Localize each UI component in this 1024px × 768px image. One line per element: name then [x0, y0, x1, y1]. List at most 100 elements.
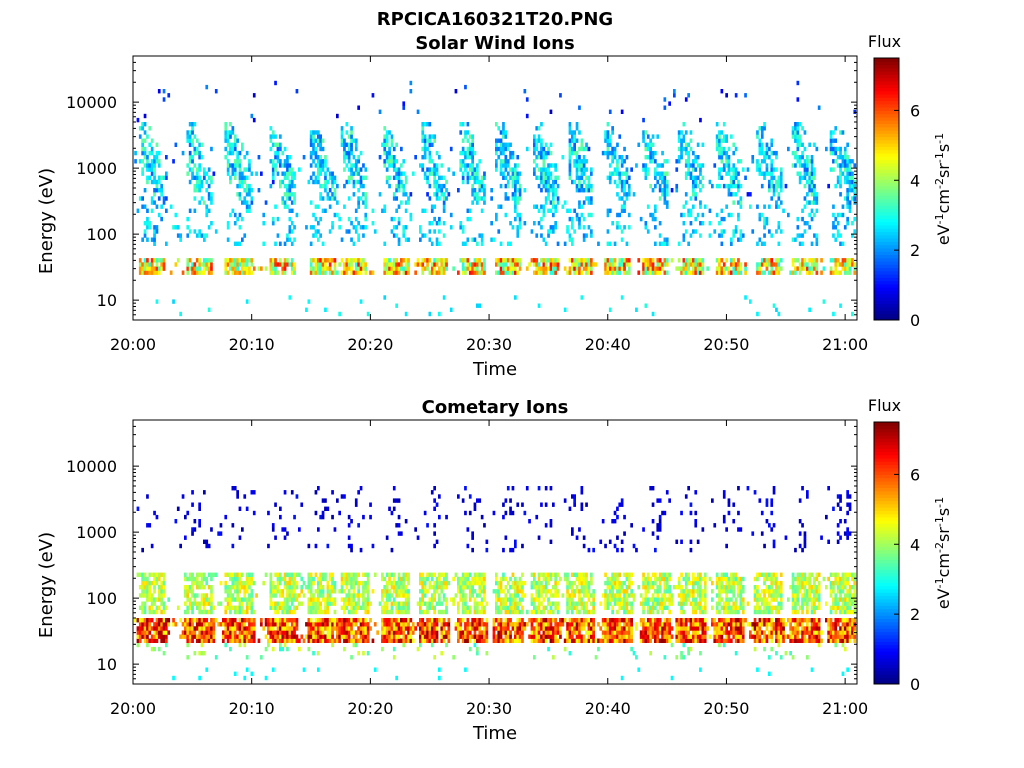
- spectrogram-cell: [340, 585, 344, 590]
- spectrogram-cell: [343, 576, 346, 582]
- spectrogram-cell: [495, 163, 498, 168]
- spectrogram-cell: [359, 167, 363, 172]
- spectrogram-cell: [198, 155, 201, 160]
- spectrogram-cell: [575, 163, 579, 168]
- spectrogram-cell: [381, 589, 384, 594]
- spectrogram-cell: [549, 183, 553, 189]
- spectrogram-cell: [350, 134, 353, 139]
- spectrogram-cell: [362, 585, 365, 590]
- spectrogram-cell: [326, 179, 330, 185]
- spectrogram-cell: [461, 580, 465, 586]
- spectrogram-cell: [497, 626, 501, 631]
- spectrogram-cell: [471, 531, 474, 536]
- spectrogram-cell: [794, 270, 797, 275]
- spectrogram-cell: [492, 626, 496, 631]
- spectrogram-cell: [181, 622, 185, 627]
- spectrogram-cell: [392, 270, 396, 275]
- spectrogram-cell: [362, 572, 365, 577]
- spectrogram-cell: [518, 196, 522, 201]
- spectrogram-cell: [649, 150, 652, 156]
- spectrogram-cell: [317, 167, 320, 172]
- spectrogram-cell: [184, 572, 187, 577]
- spectrogram-cell: [141, 266, 144, 271]
- spectrogram-cell: [340, 142, 344, 147]
- spectrogram-cell: [618, 225, 622, 230]
- spectrogram-cell: [157, 258, 161, 263]
- spectrogram-cell: [661, 262, 664, 267]
- spectrogram-cell: [281, 527, 285, 532]
- spectrogram-cell: [271, 258, 275, 263]
- spectrogram-cell: [347, 572, 351, 577]
- spectrogram-cell: [554, 175, 557, 180]
- spectrogram-cell: [312, 597, 315, 602]
- spectrogram-cell: [352, 638, 356, 643]
- spectrogram-cell: [243, 642, 247, 648]
- spectrogram-cell: [385, 638, 389, 643]
- spectrogram-cell: [167, 93, 171, 98]
- spectrogram-cell: [319, 622, 322, 627]
- spectrogram-cell: [269, 138, 273, 143]
- spectrogram-cell: [288, 167, 292, 172]
- spectrogram-cell: [466, 543, 470, 549]
- spectrogram-cell: [188, 605, 192, 610]
- spectrogram-cell: [810, 171, 814, 176]
- spectrogram-cell: [141, 626, 144, 631]
- spectrogram-cell: [157, 593, 161, 598]
- spectrogram-cell: [684, 142, 688, 147]
- spectrogram-cell: [276, 585, 280, 590]
- spectrogram-cell: [649, 258, 652, 263]
- spectrogram-cell: [430, 490, 434, 495]
- spectrogram-cell: [233, 146, 237, 152]
- spectrogram-cell: [620, 229, 624, 234]
- spectrogram-cell: [419, 576, 422, 582]
- spectrogram-cell: [421, 262, 425, 267]
- spectrogram-cell: [243, 589, 247, 594]
- spectrogram-cell: [552, 225, 555, 230]
- spectrogram-cell: [236, 626, 239, 631]
- spectrogram-cell: [231, 163, 235, 168]
- spectrogram-cell: [390, 510, 394, 516]
- spectrogram-cell: [357, 651, 360, 656]
- spectrogram-cell: [563, 266, 567, 271]
- spectrogram-cell: [758, 146, 762, 152]
- spectrogram-cell: [283, 630, 287, 635]
- spectrogram-cell: [243, 494, 247, 499]
- spectrogram-cell: [404, 609, 408, 615]
- spectrogram-cell: [153, 597, 156, 602]
- spectrogram-cell: [191, 171, 194, 176]
- spectrogram-cell: [725, 155, 728, 160]
- spectrogram-cell: [433, 216, 436, 222]
- spectrogram-cell: [352, 258, 356, 263]
- spectrogram-cell: [765, 163, 769, 168]
- spectrogram-cell: [276, 618, 280, 623]
- spectrogram-cell: [271, 667, 275, 672]
- spectrogram-cell: [461, 498, 465, 503]
- spectrogram-cell: [841, 258, 845, 263]
- spectrogram-cell: [328, 638, 332, 643]
- spectrogram-cell: [319, 138, 322, 143]
- spectrogram-cell: [198, 675, 201, 681]
- spectrogram-cell: [238, 163, 242, 168]
- spectrogram-cell: [357, 262, 360, 267]
- spectrogram-cell: [504, 159, 508, 164]
- spectrogram-cell: [798, 241, 802, 246]
- spectrogram-cell: [582, 262, 586, 267]
- spectrogram-cell: [245, 175, 249, 180]
- spectrogram-cell: [364, 200, 368, 205]
- spectrogram-cell: [269, 585, 273, 590]
- spectrogram-cell: [727, 183, 731, 189]
- spectrogram-cell: [568, 233, 572, 238]
- spectrogram-cell: [461, 150, 465, 156]
- spectrogram-cell: [421, 258, 425, 263]
- spectrogram-cell: [373, 572, 377, 577]
- spectrogram-cell: [495, 580, 498, 586]
- spectrogram-cell: [324, 634, 327, 639]
- spectrogram-cell: [542, 212, 546, 218]
- spectrogram-cell: [238, 535, 242, 540]
- spectrogram-cell: [143, 605, 147, 610]
- spectrogram-cell: [378, 109, 382, 114]
- colorbar-swatch: [874, 162, 899, 167]
- spectrogram-cell: [772, 188, 776, 193]
- spectrogram-cell: [136, 572, 140, 577]
- spectrogram-cell: [295, 638, 299, 643]
